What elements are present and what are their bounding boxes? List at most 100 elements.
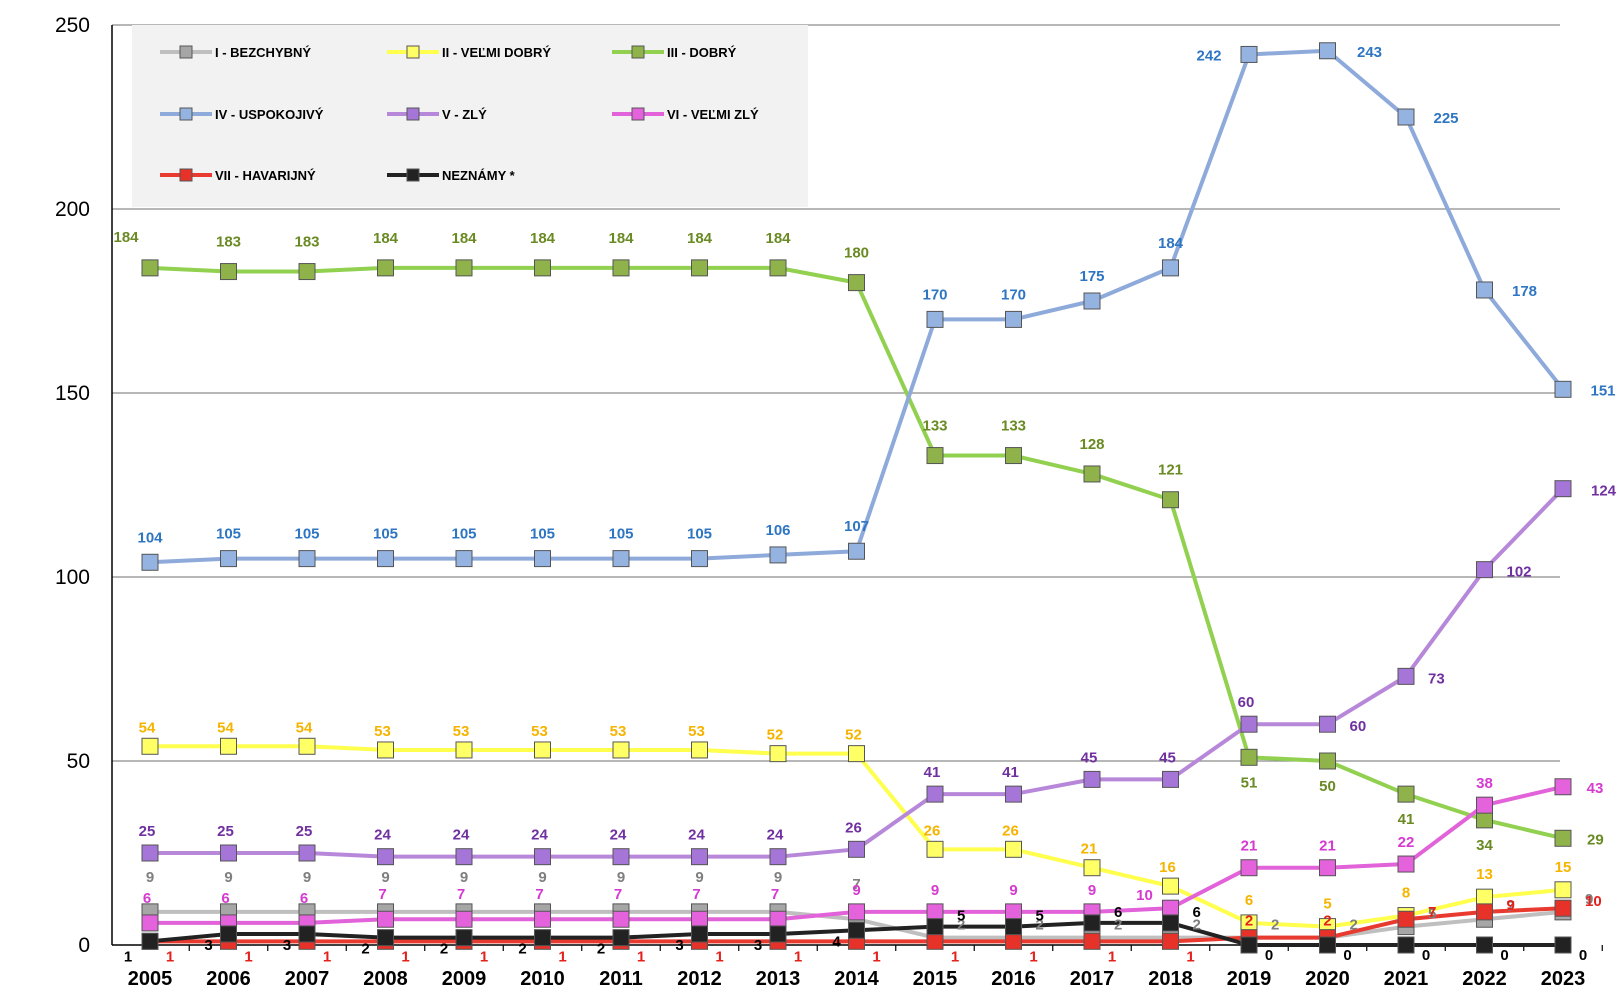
data-point (1240, 45, 1258, 63)
data-point (848, 903, 865, 921)
data-point (691, 259, 708, 277)
data-point (1554, 380, 1572, 398)
data-label: 1 (480, 948, 488, 965)
y-tick-label: 250 (55, 14, 90, 37)
data-point (1554, 829, 1572, 847)
data-label: 5 (1428, 906, 1436, 923)
data-label: 41 (1002, 764, 1019, 781)
data-point (220, 550, 237, 568)
data-labels: 9 9 9 9 9 9 9 9 9 72 2 2 2 2 25 7 954 54 54 53 53 53 53 53 52 522… (113, 44, 1616, 966)
y-tick-label: 50 (67, 750, 90, 773)
legend: I - BEZCHYBNÝ II - VEĽMI DOBRÝ III - DOBRÝ… (132, 25, 808, 207)
data-label: 45 (1081, 749, 1098, 766)
data-point (1083, 770, 1101, 788)
data-point (1319, 42, 1336, 60)
x-tick-label: 2023 (1541, 968, 1586, 990)
data-label: 104 (137, 529, 163, 546)
data-label: 25 (139, 823, 156, 840)
data-label: 1 (124, 948, 132, 965)
data-label: 6 (1114, 904, 1122, 921)
data-label: 53 (688, 723, 705, 740)
data-point (612, 929, 630, 947)
data-label: 9 (852, 882, 860, 899)
data-label: 15 (1555, 859, 1572, 876)
data-point (1162, 491, 1179, 509)
data-label: 5 (957, 908, 965, 925)
data-label: 50 (1319, 778, 1336, 795)
data-point (1005, 447, 1022, 465)
data-point (612, 910, 630, 928)
data-label: 22 (1398, 834, 1415, 851)
data-label: 9 (1088, 882, 1096, 899)
data-label: 7 (1507, 898, 1515, 915)
legend-entry-label: IV - USPOKOJIVÝ (215, 107, 324, 122)
data-point (534, 741, 551, 759)
data-label: 5 (1036, 908, 1044, 925)
data-label: 7 (614, 886, 622, 903)
data-point (1319, 752, 1336, 770)
data-label: 60 (1238, 694, 1255, 711)
data-point (612, 741, 630, 759)
series-8 (141, 914, 1572, 954)
data-label: 183 (294, 234, 319, 251)
x-tick-label: 2007 (285, 968, 330, 990)
data-label: 184 (608, 230, 634, 247)
data-label: 5 (1323, 896, 1331, 913)
data-label: 9 (381, 869, 389, 886)
data-label: 184 (373, 230, 399, 247)
data-point (1162, 932, 1179, 950)
data-label: 24 (688, 827, 705, 844)
data-point (1554, 936, 1572, 954)
data-label: 53 (531, 723, 548, 740)
data-label: 9 (1507, 897, 1515, 914)
data-point (377, 910, 394, 928)
data-point (1005, 785, 1022, 803)
data-label: 51 (1241, 774, 1258, 791)
data-label: 9 (1585, 891, 1593, 908)
data-label: 53 (453, 723, 470, 740)
data-label: 105 (687, 526, 712, 543)
data-label: 106 (765, 522, 790, 539)
data-label: 6 (300, 890, 308, 907)
data-point (1476, 811, 1493, 829)
y-tick-label: 0 (78, 934, 90, 957)
data-point (926, 840, 944, 858)
legend-marker (406, 168, 420, 182)
data-point (1083, 465, 1101, 483)
data-label: 4 (832, 933, 841, 950)
legend-entry-label: VII - HAVARIJNÝ (215, 168, 316, 183)
data-point (1476, 281, 1493, 299)
data-point (926, 785, 944, 803)
data-point (141, 914, 159, 932)
legend-marker (406, 107, 420, 121)
data-label: 170 (1001, 286, 1026, 303)
data-point (1319, 715, 1336, 733)
data-label: 184 (765, 230, 791, 247)
x-tick-label: 2008 (363, 968, 408, 990)
data-point (1476, 888, 1493, 906)
data-point (1319, 936, 1336, 954)
data-point (926, 918, 944, 936)
data-point (769, 848, 787, 866)
data-label: 21 (1241, 838, 1258, 855)
x-tick-label: 2015 (913, 968, 958, 990)
data-point (612, 550, 630, 568)
data-point (1476, 936, 1493, 954)
data-point (377, 550, 394, 568)
data-point (769, 745, 787, 763)
data-label: 2 (1350, 917, 1358, 934)
data-label: 7 (535, 886, 543, 903)
data-label: 170 (922, 286, 947, 303)
data-label: 26 (924, 822, 941, 839)
data-label: 6 (1193, 904, 1201, 921)
data-label: 29 (1587, 831, 1604, 848)
data-point (1554, 480, 1572, 498)
data-label: 183 (216, 234, 241, 251)
data-point (455, 741, 473, 759)
data-point (1240, 715, 1258, 733)
data-label: 0 (1579, 947, 1587, 964)
data-label: 34 (1476, 837, 1493, 854)
x-tick-label: 2010 (520, 968, 565, 990)
data-point (1397, 936, 1415, 954)
